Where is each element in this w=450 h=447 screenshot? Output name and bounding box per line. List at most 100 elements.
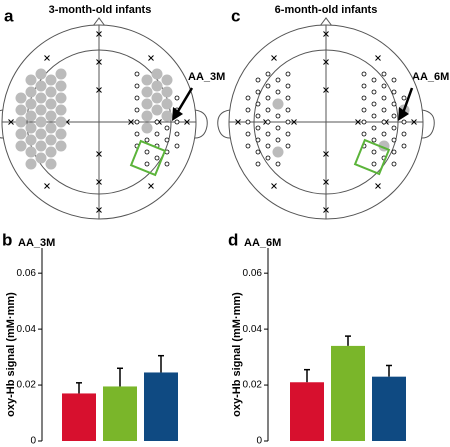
y-tick-label: 0.02 <box>17 380 37 391</box>
channel <box>255 149 261 155</box>
y-tick-label: 0.06 <box>17 268 37 279</box>
channel-active <box>25 74 37 86</box>
x-marker <box>96 207 102 213</box>
channel-active <box>35 140 47 152</box>
channel-active <box>55 128 67 140</box>
channel <box>245 107 251 113</box>
channel <box>164 161 170 167</box>
channel <box>134 107 140 113</box>
channel-active <box>25 122 37 134</box>
channel-active <box>35 92 47 104</box>
bar <box>144 372 178 441</box>
channel <box>285 119 291 125</box>
channel <box>144 137 150 143</box>
channel <box>381 131 387 137</box>
channel <box>275 113 281 119</box>
ear <box>217 109 231 139</box>
y-tick-label: 0.04 <box>243 324 263 335</box>
y-axis-label: oxy-Hb signal (mM·mm) <box>231 292 243 417</box>
channel <box>134 95 140 101</box>
channel <box>265 131 271 137</box>
channel <box>285 131 291 137</box>
channel <box>134 119 140 125</box>
y-tick-label: 0.04 <box>17 324 37 335</box>
channel <box>154 131 160 137</box>
x-marker <box>271 55 277 61</box>
channel-active <box>25 86 37 98</box>
x-marker <box>375 183 381 189</box>
y-tick-label: 0 <box>30 436 36 447</box>
channel-active <box>35 68 47 80</box>
channel <box>275 161 281 167</box>
channel-active <box>272 98 284 110</box>
channel-active <box>141 74 153 86</box>
chart-title: AA_3M <box>18 237 55 249</box>
channel <box>361 131 367 137</box>
channel <box>361 95 367 101</box>
bar <box>331 345 365 441</box>
channel <box>164 125 170 131</box>
channel-active <box>35 152 47 164</box>
channel <box>371 125 377 131</box>
channel <box>391 77 397 83</box>
channel-active <box>45 86 57 98</box>
channel <box>144 149 150 155</box>
channel <box>265 71 271 77</box>
bar <box>290 382 324 441</box>
channel-active <box>35 116 47 128</box>
channel-active <box>55 80 67 92</box>
channel-active <box>141 98 153 110</box>
x-marker <box>323 87 329 93</box>
channel <box>245 143 251 149</box>
channel <box>285 71 291 77</box>
panel-title: 3-month-old infants <box>49 4 152 16</box>
channel-active <box>35 80 47 92</box>
channel <box>401 95 407 101</box>
channel <box>134 83 140 89</box>
head-diagram <box>0 17 208 220</box>
x-marker <box>355 119 361 125</box>
arrow-head <box>398 107 409 121</box>
channel-active <box>161 74 173 86</box>
channel-label: AA_6M <box>412 71 449 83</box>
channel <box>265 119 271 125</box>
y-axis-label: oxy-Hb signal (mM·mm) <box>5 292 17 417</box>
channel <box>285 95 291 101</box>
channel <box>144 161 150 167</box>
x-marker <box>323 151 329 157</box>
channel <box>371 101 377 107</box>
channel <box>245 119 251 125</box>
x-marker <box>375 55 381 61</box>
channel-active <box>141 122 153 134</box>
x-marker <box>148 183 154 189</box>
x-marker <box>44 55 50 61</box>
channel <box>391 101 397 107</box>
x-marker <box>323 179 329 185</box>
channel <box>174 131 180 137</box>
channel <box>255 125 261 131</box>
channel-active <box>55 68 67 80</box>
channel <box>361 119 367 125</box>
channel-active <box>25 158 37 170</box>
channel-active <box>15 140 27 152</box>
channel <box>361 107 367 113</box>
x-marker <box>96 151 102 157</box>
channel-active <box>151 68 163 80</box>
channel <box>381 119 387 125</box>
channel <box>265 107 271 113</box>
channel <box>255 89 261 95</box>
channel-active <box>151 104 163 116</box>
channel <box>245 131 251 137</box>
channel-active <box>161 86 173 98</box>
y-tick-label: 0 <box>256 436 262 447</box>
channel <box>391 137 397 143</box>
channel <box>134 131 140 137</box>
channel-active <box>15 92 27 104</box>
x-marker <box>271 183 277 189</box>
channel <box>285 143 291 149</box>
arrow <box>401 87 414 114</box>
roi-square <box>129 139 167 177</box>
channel <box>381 107 387 113</box>
